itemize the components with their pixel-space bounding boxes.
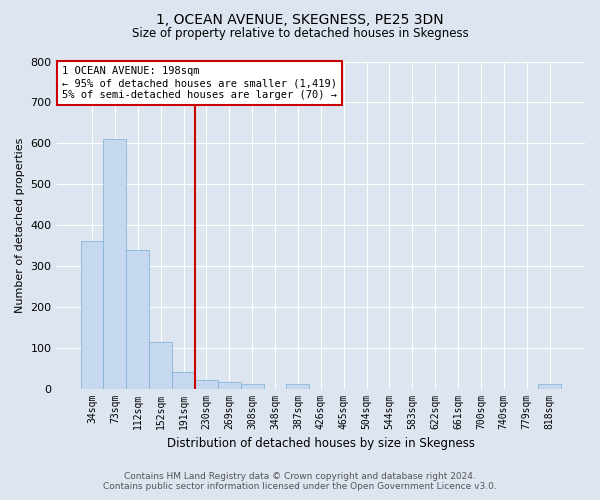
Bar: [218, 382, 241, 388]
X-axis label: Distribution of detached houses by size in Skegness: Distribution of detached houses by size …: [167, 437, 475, 450]
Text: Size of property relative to detached houses in Skegness: Size of property relative to detached ho…: [131, 28, 469, 40]
Text: 1 OCEAN AVENUE: 198sqm
← 95% of detached houses are smaller (1,419)
5% of semi-d: 1 OCEAN AVENUE: 198sqm ← 95% of detached…: [62, 66, 337, 100]
Bar: [195, 380, 218, 388]
Bar: [172, 372, 195, 388]
Bar: [80, 242, 103, 388]
Bar: [103, 139, 127, 388]
Bar: [149, 342, 172, 388]
Text: Contains HM Land Registry data © Crown copyright and database right 2024.
Contai: Contains HM Land Registry data © Crown c…: [103, 472, 497, 491]
Bar: [241, 384, 263, 388]
Bar: [127, 250, 149, 388]
Bar: [538, 384, 561, 388]
Bar: [286, 384, 310, 388]
Y-axis label: Number of detached properties: Number of detached properties: [15, 138, 25, 312]
Text: 1, OCEAN AVENUE, SKEGNESS, PE25 3DN: 1, OCEAN AVENUE, SKEGNESS, PE25 3DN: [156, 12, 444, 26]
